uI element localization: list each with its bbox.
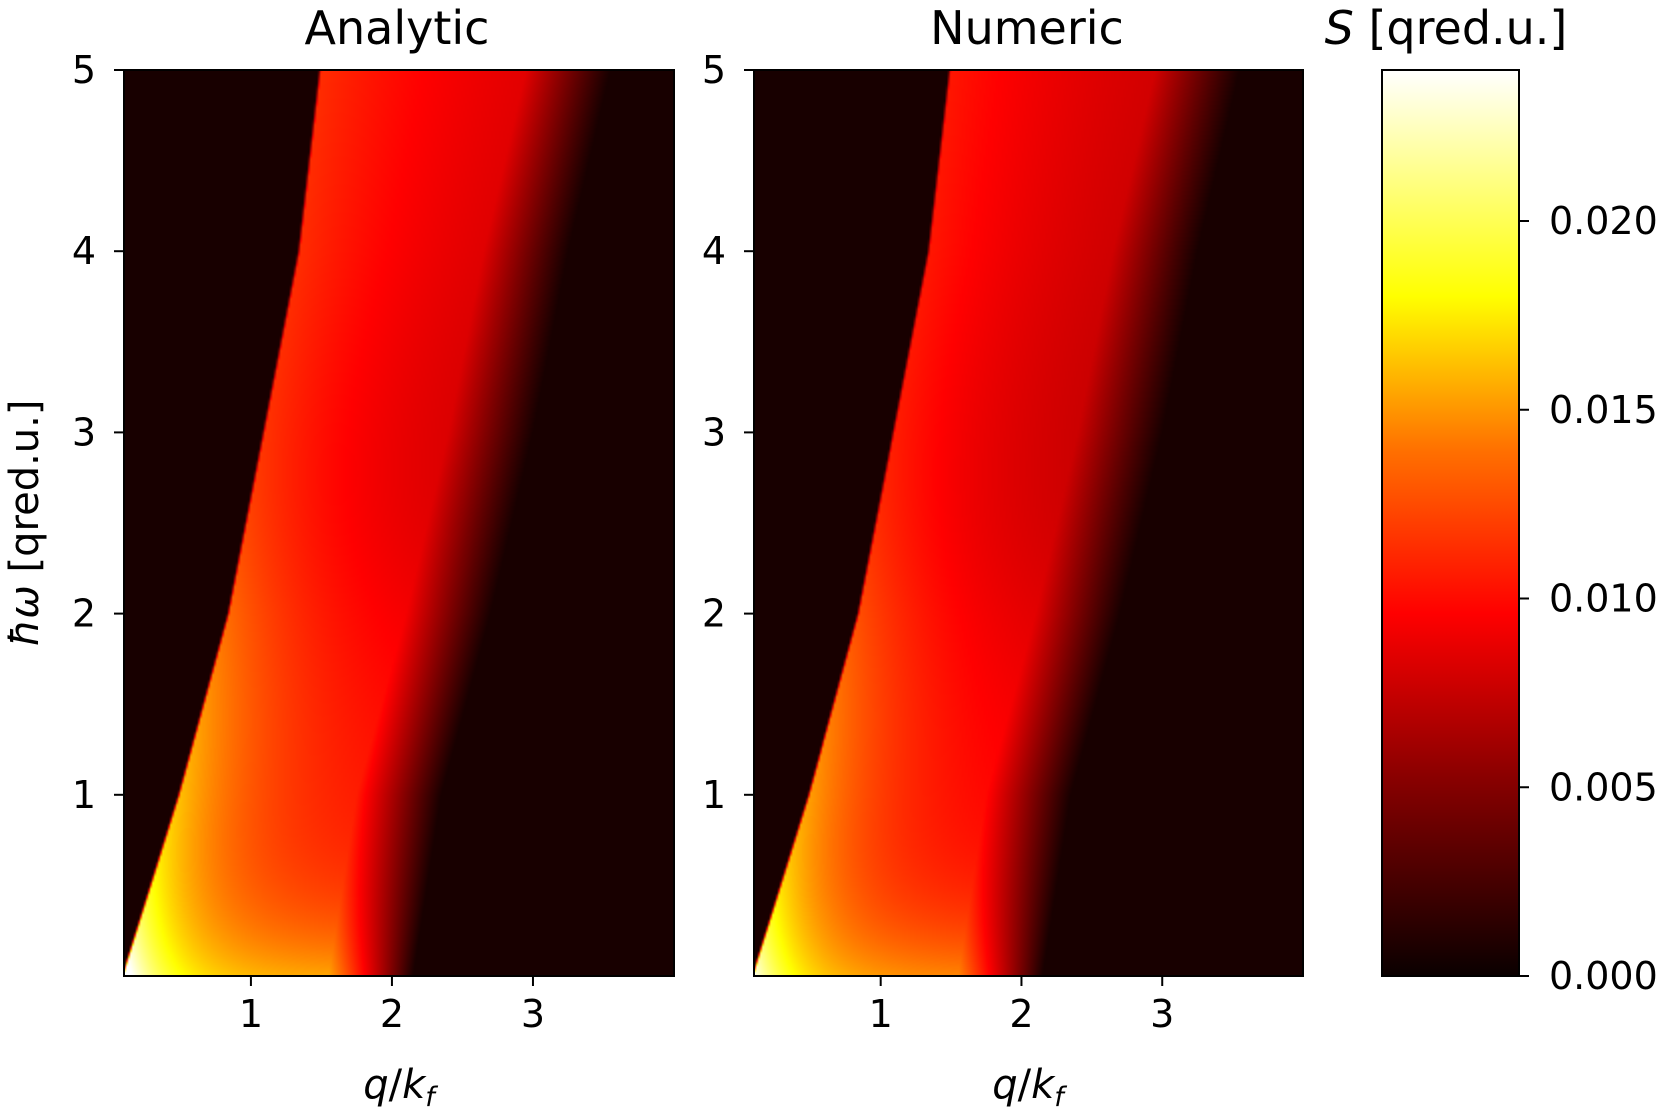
y-tick-label: 1 bbox=[702, 773, 726, 817]
y-tick-label: 1 bbox=[72, 773, 96, 817]
x-tick-label: 3 bbox=[1150, 992, 1174, 1036]
panel-analytic: Analytic 1 2 3 1 2 3 4 5 q/kf ħω [qred.u.] bbox=[2, 1, 675, 1113]
y-tick-label: 5 bbox=[702, 48, 726, 92]
x-label-k: k bbox=[402, 1062, 427, 1108]
x-label-sub: f bbox=[425, 1082, 438, 1113]
x-axis-label: q/kf bbox=[363, 1062, 438, 1113]
colorbar-tick-label: 0.005 bbox=[1549, 765, 1658, 809]
heatmap-analytic bbox=[124, 70, 674, 976]
colorbar-ticks: 0.000 0.005 0.010 0.015 0.020 bbox=[1519, 199, 1658, 998]
y-tick-label: 4 bbox=[702, 229, 726, 273]
x-ticks: 1 2 3 bbox=[239, 976, 545, 1036]
y-label-symbol: ħω bbox=[2, 585, 48, 646]
colorbar-frame bbox=[1381, 69, 1520, 977]
y-tick-label: 2 bbox=[702, 592, 726, 636]
colorbar: S [qred.u.] 0.000 0.005 0.010 0.015 0.020 bbox=[1325, 1, 1658, 998]
chart-title: Numeric bbox=[930, 1, 1124, 55]
x-label-k: k bbox=[1031, 1062, 1056, 1108]
colorbar-tick-label: 0.000 bbox=[1549, 954, 1658, 998]
y-tick-label: 2 bbox=[72, 592, 96, 636]
x-label-q: q bbox=[363, 1062, 388, 1108]
y-ticks: 1 2 3 4 5 bbox=[702, 48, 754, 817]
plot-frame bbox=[753, 69, 1304, 977]
x-label-q: q bbox=[992, 1062, 1017, 1108]
y-ticks: 1 2 3 4 5 bbox=[72, 48, 124, 817]
x-label-slash: / bbox=[1018, 1062, 1032, 1108]
x-axis-label: q/kf bbox=[992, 1062, 1067, 1113]
y-label-unit: [qred.u.] bbox=[2, 400, 48, 586]
x-tick-label: 3 bbox=[521, 992, 545, 1036]
y-tick-label: 4 bbox=[72, 229, 96, 273]
colorbar-label-symbol: S bbox=[1325, 1, 1354, 55]
colorbar-label-unit: [qred.u.] bbox=[1354, 1, 1568, 55]
colorbar-tick-label: 0.015 bbox=[1549, 388, 1658, 432]
x-tick-label: 1 bbox=[869, 992, 893, 1036]
y-tick-label: 5 bbox=[72, 48, 96, 92]
y-tick-label: 3 bbox=[72, 410, 96, 454]
x-tick-label: 1 bbox=[239, 992, 263, 1036]
colorbar-tick-label: 0.010 bbox=[1549, 577, 1658, 621]
colorbar-tick-label: 0.020 bbox=[1549, 199, 1658, 243]
x-label-slash: / bbox=[389, 1062, 403, 1108]
x-tick-label: 2 bbox=[1009, 992, 1033, 1036]
x-label-sub: f bbox=[1054, 1082, 1067, 1113]
plot-frame bbox=[123, 69, 675, 977]
heatmap-numeric bbox=[754, 70, 1303, 976]
x-tick-label: 2 bbox=[380, 992, 404, 1036]
panel-numeric: Numeric 1 2 3 1 2 3 4 5 q/kf bbox=[702, 1, 1304, 1113]
colorbar-gradient bbox=[1382, 70, 1519, 976]
y-tick-label: 3 bbox=[702, 410, 726, 454]
chart-title: Analytic bbox=[305, 1, 490, 55]
x-ticks: 1 2 3 bbox=[869, 976, 1174, 1036]
y-axis-label: ħω [qred.u.] bbox=[2, 400, 48, 647]
colorbar-label: S [qred.u.] bbox=[1325, 1, 1568, 55]
